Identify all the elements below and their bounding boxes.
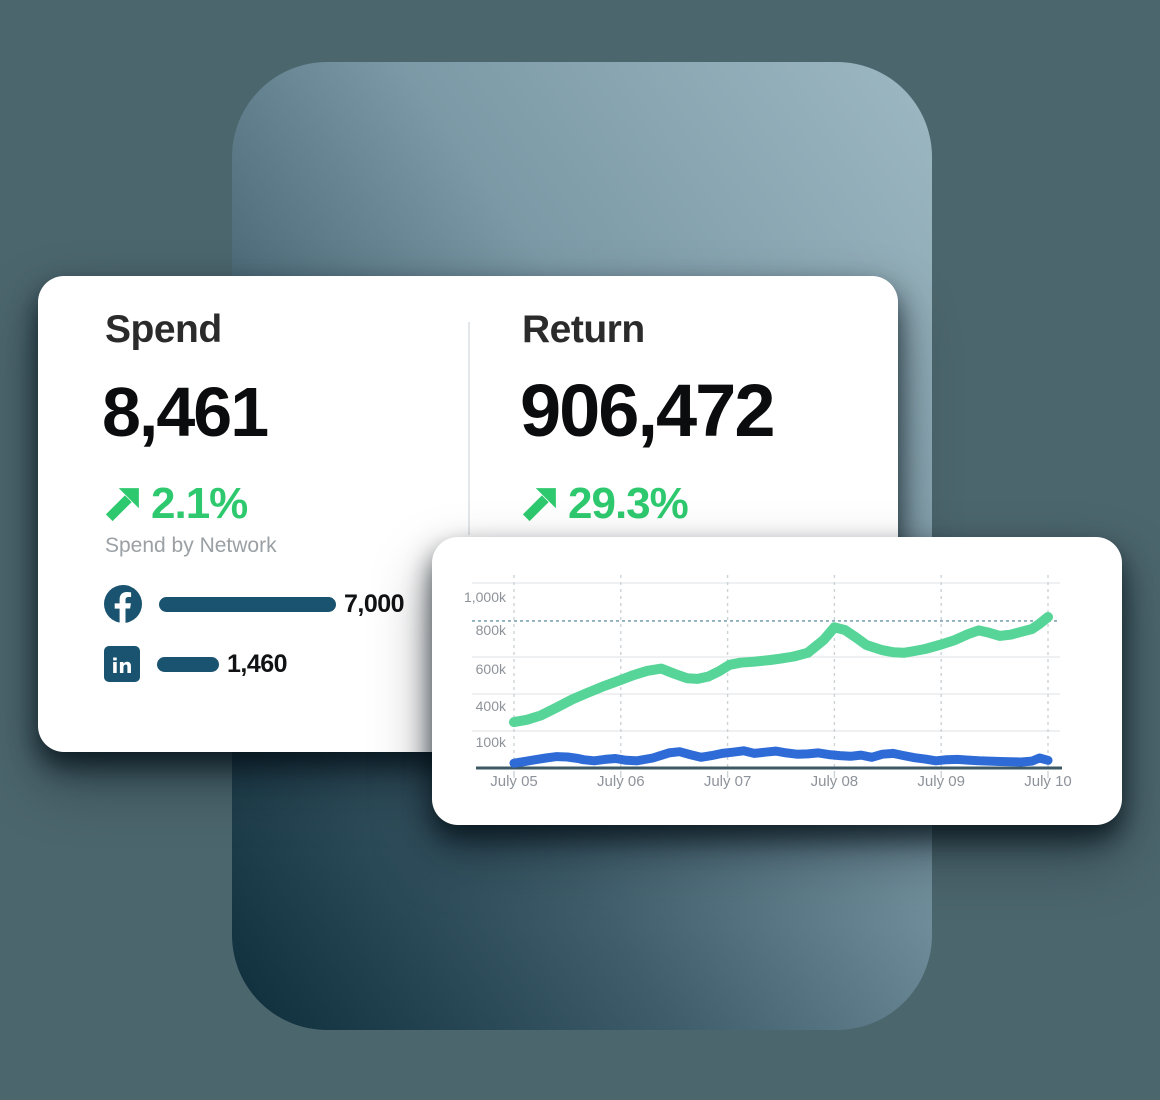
svg-text:800k: 800k [476, 622, 507, 638]
svg-text:July 07: July 07 [704, 773, 752, 790]
roi-line-chart: July 05 July 06 July 07 July 08 July 09 July … [464, 575, 1072, 790]
linkedin-spend-row: in 1,460 [104, 644, 288, 684]
network-section-label: Spend by Network [105, 534, 277, 557]
svg-text:in: in [111, 654, 132, 678]
spend-title: Spend [105, 308, 222, 351]
svg-text:1,000k: 1,000k [464, 589, 507, 605]
spend-delta: 2.1% [105, 479, 248, 529]
svg-text:600k: 600k [476, 661, 507, 677]
svg-text:July 10: July 10 [1024, 773, 1072, 790]
linkedin-spend-value: 1,460 [227, 649, 288, 678]
return-delta: 29.3% [522, 479, 689, 529]
spend-delta-value: 2.1% [151, 479, 248, 528]
facebook-spend-bar [159, 596, 336, 612]
facebook-spend-value: 7,000 [344, 589, 405, 618]
facebook-spend-row: 7,000 [104, 584, 405, 624]
chart-card: July 05 July 06 July 07 July 08 July 09 July … [432, 537, 1122, 825]
svg-text:July 06: July 06 [597, 773, 645, 790]
svg-text:July 08: July 08 [811, 773, 859, 790]
linkedin-spend-bar [157, 656, 219, 672]
svg-text:July 05: July 05 [490, 773, 538, 790]
return-title: Return [522, 308, 645, 351]
trend-up-icon [522, 488, 556, 522]
return-value: 906,472 [520, 369, 775, 452]
facebook-icon [104, 585, 142, 623]
svg-text:400k: 400k [476, 698, 507, 714]
section-divider [468, 322, 470, 535]
svg-text:July 09: July 09 [917, 773, 965, 790]
spend-value: 8,461 [102, 373, 269, 451]
trend-up-icon [105, 488, 139, 522]
return-delta-value: 29.3% [568, 479, 689, 528]
linkedin-icon: in [104, 646, 140, 682]
svg-text:100k: 100k [476, 734, 507, 750]
